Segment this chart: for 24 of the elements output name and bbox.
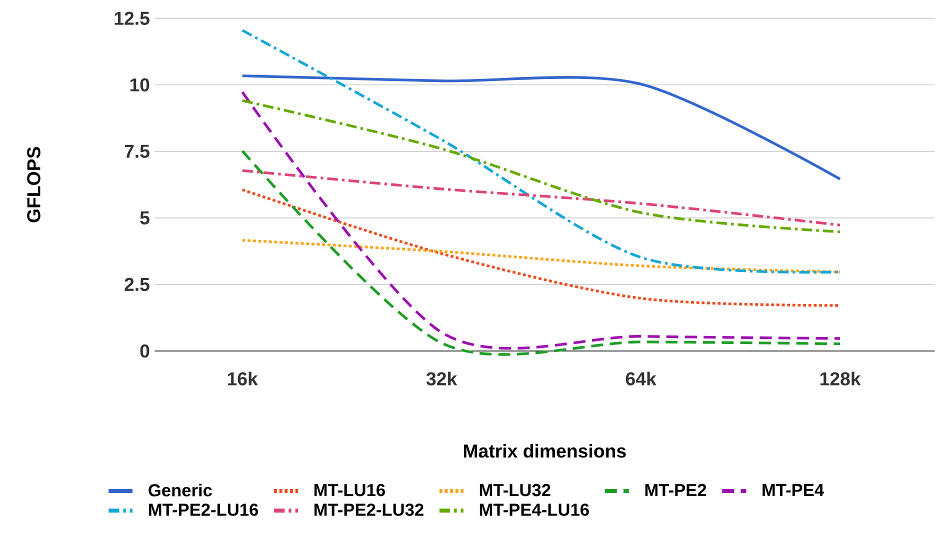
legend-label: Generic xyxy=(148,484,212,496)
y-tick-label: 0 xyxy=(140,344,150,358)
y-tick-label: 2.5 xyxy=(124,278,150,292)
legend-label: MT-PE2-LU16 xyxy=(149,504,258,516)
x-tick-label: 32k xyxy=(426,372,458,386)
line-series xyxy=(241,99,842,234)
y-tick-label: 10 xyxy=(130,78,150,92)
y-tick-label: 5 xyxy=(140,211,150,224)
x-axis-title: Matrix dimensions xyxy=(464,444,626,458)
x-tick-label: 16k xyxy=(228,372,258,386)
x-tick-label: 64k xyxy=(626,372,656,386)
y-tick-label: 7.5 xyxy=(124,144,150,158)
line-series xyxy=(241,169,842,226)
line-series xyxy=(241,238,842,274)
y-tick-label: 12.5 xyxy=(114,12,150,25)
line-series xyxy=(241,74,842,180)
x-tick-label: 128k xyxy=(820,372,861,386)
legend-label: MT-PE4 xyxy=(762,484,824,496)
legend-label: MT-PE4-LU16 xyxy=(480,504,589,516)
legend-label: MT-LU32 xyxy=(480,484,550,496)
legend-label: MT-LU16 xyxy=(314,484,385,496)
legend-label: MT-PE2 xyxy=(645,484,706,496)
legend-label: MT-PE2-LU32 xyxy=(314,504,424,516)
y-axis-title: GFLOPS xyxy=(27,147,40,222)
